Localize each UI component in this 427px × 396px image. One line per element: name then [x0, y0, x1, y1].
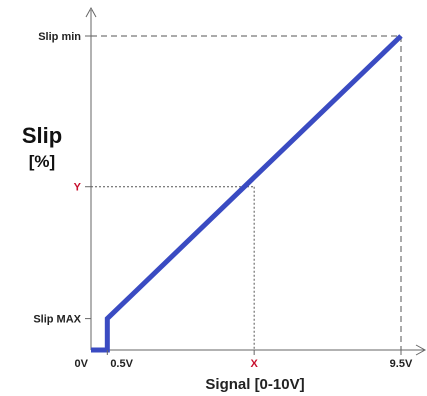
y-axis-arrow — [85, 6, 97, 18]
x-axis-label: Signal [0-10V] — [205, 376, 304, 393]
y-tick-label-1: Y — [74, 182, 82, 194]
x-tick-label-3: 9.5V — [390, 358, 413, 370]
x-axis-arrow — [415, 344, 427, 356]
axes — [85, 6, 427, 356]
x-tick-label-2: X — [250, 358, 258, 370]
x-tick-label-0: 0V — [75, 358, 89, 370]
y-tick-label-0: Slip MAX — [33, 314, 81, 326]
series-line-0 — [91, 34, 403, 353]
tick-labels: Slip MAX Y Slip min 0V 0.5V X 9.5V — [33, 31, 413, 370]
y-tick-label-2: Slip min — [38, 31, 81, 43]
series — [91, 34, 403, 353]
x-tick-label-1: 0.5V — [110, 358, 133, 370]
y-axis-label-line2: [%] — [29, 152, 55, 171]
y-axis-label-line1: Slip — [22, 123, 62, 148]
guide-lines — [91, 35, 402, 350]
